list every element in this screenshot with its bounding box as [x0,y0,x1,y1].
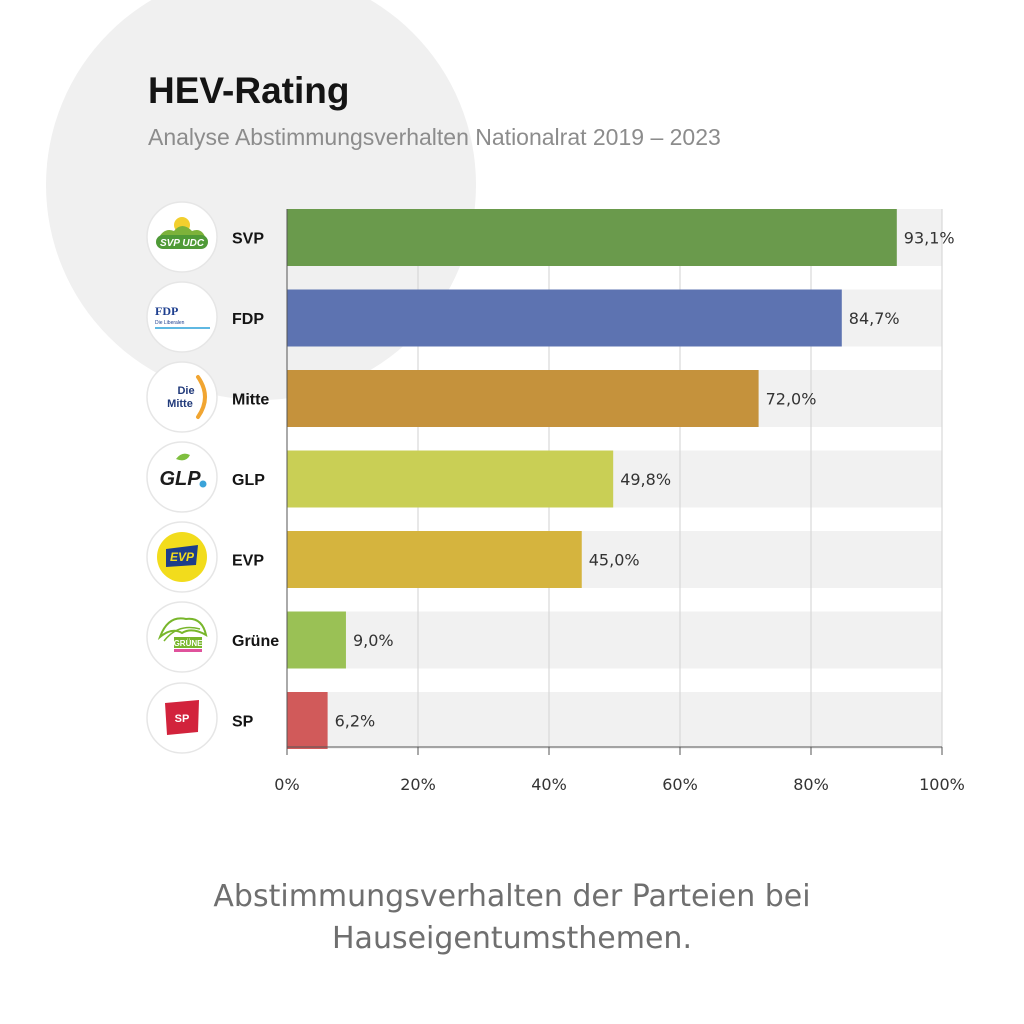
mitte-logo-text-1: Die [177,385,194,397]
category-label-sp: SP [232,714,254,731]
caption-line-2: Hauseigentumsthemen. [332,921,692,956]
category-label-svp: SVP [232,231,264,248]
svp-logo: SVP UDC [146,201,218,273]
fdp-logo-subtext: Die Liberalen [155,320,185,326]
category-label-mitte: Mitte [232,392,269,409]
value-label-glp: 49,8% [620,470,671,489]
category-label-glp: GLP [232,472,265,489]
chart-caption: Abstimmungsverhalten der Parteien bei Ha… [0,876,1024,960]
x-tick-label-3: 60% [662,775,698,794]
x-tick-label-4: 80% [793,775,829,794]
bar-chart: 93,1% 84,7% 72,0% 49,8% 45,0% 9,0% 6,2% SVP FDP… [146,201,965,794]
category-labels: SVP FDP Mitte GLP EVP Grüne SP [232,231,279,731]
gruene-logo-text: GRÜNE [174,639,204,648]
bar-glp [287,450,614,508]
x-tick-label-2: 40% [531,775,567,794]
value-label-grüne: 9,0% [353,631,394,650]
bars [287,209,897,749]
bar-grüne [287,611,346,669]
value-label-fdp: 84,7% [849,309,900,328]
value-label-evp: 45,0% [589,551,640,570]
category-label-evp: EVP [232,553,264,570]
glp-logo: GLP [146,441,218,513]
chart-subtitle: Analyse Abstimmungsverhalten Nationalrat… [148,124,721,150]
mitte-logo: Die Mitte [146,361,218,433]
bar-mitte [287,370,759,427]
bar-track-6 [287,692,942,749]
glp-logo-text: GLP [159,468,201,490]
category-label-grüne: Grüne [232,633,279,650]
gruene-logo: GRÜNE [146,601,218,673]
bar-fdp [287,289,842,347]
value-label-svp: 93,1% [904,229,955,248]
category-label-fdp: FDP [232,311,264,328]
x-tick-label-0: 0% [274,775,299,794]
value-label-sp: 6,2% [335,712,376,731]
value-labels: 93,1% 84,7% 72,0% 49,8% 45,0% 9,0% 6,2% [335,229,955,731]
svp-logo-text: SVP UDC [160,238,205,249]
bar-svp [287,209,897,266]
x-tick-label-1: 20% [400,775,436,794]
bar-sp [287,692,328,749]
caption-line-1: Abstimmungsverhalten der Parteien bei [213,879,811,914]
mitte-logo-text-2: Mitte [167,398,193,410]
bar-track-5 [287,611,942,669]
evp-logo-text: EVP [170,550,195,564]
bar-evp [287,531,582,588]
x-axis: 0% 20% 40% 60% 80% 100% [274,209,965,794]
sp-logo: SP [146,682,218,754]
sp-logo-text: SP [175,713,190,725]
x-tick-label-5: 100% [919,775,965,794]
fdp-logo: FDP Die Liberalen [146,281,218,353]
fdp-logo-text: FDP [155,304,178,318]
value-label-mitte: 72,0% [766,390,817,409]
chart-title: HEV-Rating [148,70,350,111]
evp-logo: EVP [146,521,218,593]
